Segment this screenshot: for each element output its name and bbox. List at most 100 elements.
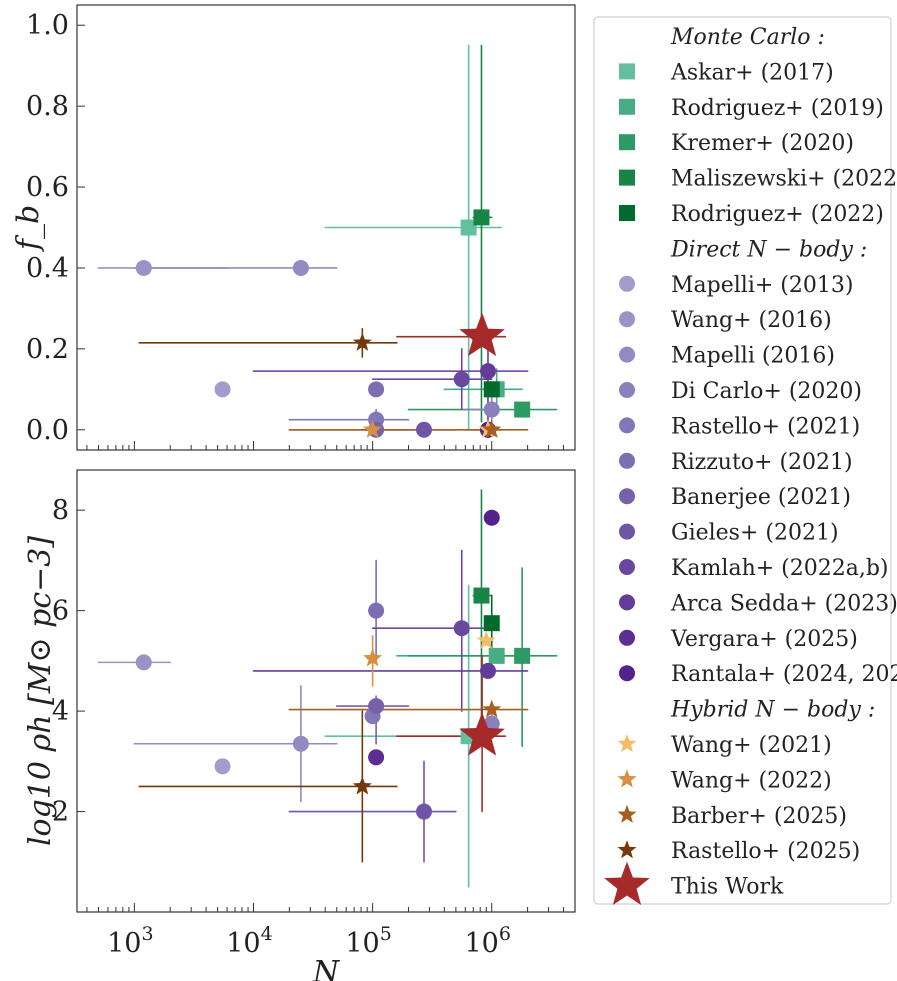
- data-point: [479, 363, 496, 380]
- data-point: [292, 735, 309, 752]
- data-point: [483, 615, 500, 632]
- legend-label: Rastello+ (2021): [671, 414, 860, 439]
- data-point: [368, 602, 385, 619]
- data-point: [415, 421, 432, 438]
- data-point: [352, 332, 372, 351]
- legend-marker: [617, 840, 637, 859]
- legend-marker: [619, 629, 635, 646]
- markers: [135, 509, 531, 820]
- legend-marker: [619, 559, 635, 575]
- legend-label: Rizzuto+ (2021): [671, 450, 853, 475]
- plot-frame: [76, 4, 576, 451]
- data-point: [476, 630, 496, 649]
- markers: [135, 209, 531, 438]
- y-tick-label: 4: [52, 696, 69, 727]
- legend-entry: Rodriguez+ (2019): [619, 96, 884, 121]
- y-tick-label: 0.8: [26, 91, 69, 122]
- legend-label: Banerjee (2021): [671, 485, 851, 510]
- legend-label: Gieles+ (2021): [671, 521, 839, 546]
- legend-marker: [619, 169, 635, 186]
- data-point: [514, 401, 531, 418]
- legend-entry: Rastello+ (2021): [619, 414, 860, 439]
- legend-entry: This Work: [604, 861, 784, 906]
- legend-marker: [619, 275, 635, 292]
- legend-entry: Rantala+ (2024, 2025): [619, 662, 897, 687]
- legend-label: Monte Carlo :: [670, 25, 825, 50]
- data-point: [473, 587, 490, 604]
- legend-marker: [619, 63, 635, 80]
- legend-entry: Hybrid N − body :: [670, 698, 875, 723]
- legend-label: Direct N − body :: [670, 237, 867, 262]
- y-tick-label: 6: [52, 596, 69, 627]
- legend-entry: Wang+ (2022): [617, 768, 832, 793]
- data-point: [459, 312, 505, 357]
- y-axis-title: log10 ρh [M⊙ pc−3]: [23, 536, 58, 846]
- legend-marker: [619, 452, 635, 469]
- legend-label: Maliszewski+ (2022): [671, 167, 897, 192]
- legend-label: Mapelli (2016): [671, 344, 835, 369]
- legend-label: Wang+ (2022): [671, 768, 832, 793]
- legend-entry: Kremer+ (2020): [619, 131, 854, 156]
- legend-entry: Askar+ (2017): [619, 60, 834, 85]
- legend-label: Rantala+ (2024, 2025): [671, 662, 897, 687]
- legend-entry: Wang+ (2016): [619, 308, 832, 333]
- data-point: [363, 419, 383, 438]
- legend-marker: [619, 134, 635, 151]
- legend-label: Rastello+ (2025): [671, 839, 860, 864]
- x-tick-label: 105: [345, 923, 391, 959]
- x-tick-exponent: 3: [141, 923, 153, 945]
- x-tick-exponent: 4: [261, 923, 273, 945]
- legend-marker: [619, 488, 635, 505]
- data-point: [453, 371, 470, 388]
- data-point: [483, 509, 500, 526]
- data-point: [292, 259, 309, 276]
- legend-marker: [619, 382, 635, 398]
- legend-label: This Work: [671, 875, 784, 900]
- plot-frame: [76, 469, 576, 913]
- legend-label: Hybrid N − body :: [670, 698, 875, 723]
- x-tick-base: 10: [226, 928, 260, 959]
- legend-frame: [593, 16, 892, 905]
- legend-label: Vergara+ (2025): [670, 627, 858, 652]
- data-point: [214, 758, 231, 775]
- data-point: [460, 219, 477, 236]
- y-tick-label: 1.0: [26, 10, 69, 41]
- y-tick-label: 0.2: [26, 334, 69, 365]
- data-point: [459, 712, 505, 756]
- legend-marker: [619, 523, 635, 540]
- legend-entry: Monte Carlo :: [670, 25, 825, 50]
- legend-marker: [619, 98, 635, 115]
- x-tick-label: 103: [107, 923, 153, 959]
- x-tick-exponent: 5: [380, 923, 392, 945]
- data-point: [479, 662, 496, 679]
- y-tick-label: 0.4: [26, 253, 69, 284]
- x-tick-base: 10: [465, 928, 499, 959]
- legend-label: Barber+ (2025): [671, 804, 847, 829]
- legend-entry: Kamlah+ (2022a,b): [619, 556, 889, 581]
- data-point: [135, 259, 152, 276]
- legend-entry: Rastello+ (2025): [617, 839, 860, 864]
- legend-marker: [604, 861, 650, 906]
- legend-label: Rodriguez+ (2019): [671, 96, 884, 121]
- legend-marker: [619, 417, 635, 434]
- legend-entry: Mapelli (2016): [619, 344, 835, 369]
- legend-entry: Direct N − body :: [670, 237, 867, 262]
- data-point: [415, 803, 432, 820]
- legend-marker: [617, 769, 637, 788]
- legend-label: Arca Sedda+ (2023): [670, 591, 897, 616]
- x-tick-label: 106: [465, 923, 511, 959]
- legend-entry: Maliszewski+ (2022): [619, 167, 897, 192]
- data-point: [483, 381, 500, 398]
- legend-label: Askar+ (2017): [670, 60, 834, 85]
- x-tick-exponent: 6: [499, 923, 511, 945]
- legend-entry: Rizzuto+ (2021): [619, 450, 853, 475]
- data-point: [352, 776, 372, 795]
- legend-label: Kamlah+ (2022a,b): [671, 556, 889, 581]
- x-tick-label: 104: [226, 923, 272, 959]
- y-tick-label: 0.6: [26, 172, 69, 203]
- x-tick-base: 10: [107, 928, 141, 959]
- x-tick-base: 10: [345, 928, 379, 959]
- legend-label: Wang+ (2016): [671, 308, 832, 333]
